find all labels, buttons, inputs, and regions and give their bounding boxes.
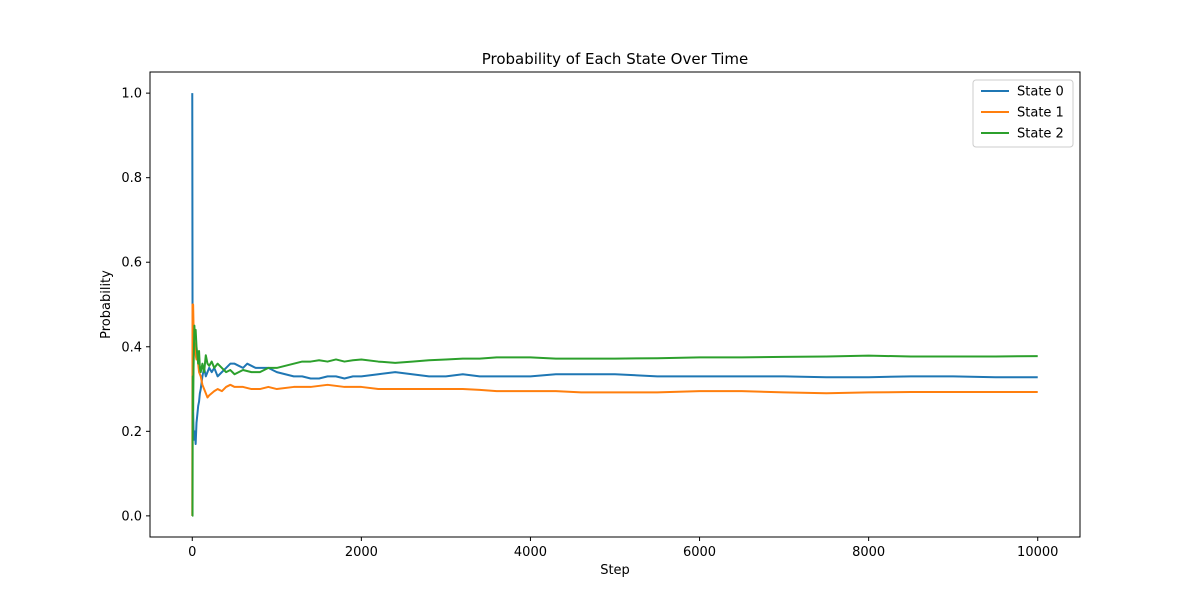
y-tick-label: 0.6 (121, 256, 142, 271)
y-tick-label: 0.4 (121, 340, 142, 355)
x-axis-ticks: 0 2000 4000 6000 8000 10000 (188, 537, 1058, 560)
legend: State 0 State 1 State 2 (972, 79, 1074, 148)
y-tick-label: 0.8 (121, 171, 142, 186)
series-line-state-0 (191, 93, 1038, 445)
legend-label: State 1 (1017, 106, 1064, 121)
x-axis-label: Step (600, 563, 630, 578)
series-line-state-2 (191, 324, 1038, 517)
series-layer (191, 93, 1038, 517)
plot-frame (149, 71, 1081, 538)
legend-label: State 0 (1017, 85, 1064, 100)
chart-title: Probability of Each State Over Time (482, 50, 749, 68)
y-tick-label: 0.2 (121, 425, 142, 440)
y-tick-label: 1.0 (121, 87, 142, 102)
x-tick-label: 8000 (852, 545, 885, 560)
x-tick-label: 6000 (683, 545, 716, 560)
legend-box (972, 79, 1074, 148)
x-tick-label: 4000 (514, 545, 547, 560)
x-tick-label: 10000 (1017, 545, 1058, 560)
legend-label: State 2 (1017, 127, 1064, 142)
y-axis-ticks: 0.0 0.2 0.4 0.6 0.8 1.0 (121, 87, 150, 524)
y-axis-label: Probability (99, 270, 114, 339)
y-tick-label: 0.0 (121, 509, 142, 524)
x-tick-label: 0 (188, 545, 196, 560)
x-tick-label: 2000 (345, 545, 378, 560)
